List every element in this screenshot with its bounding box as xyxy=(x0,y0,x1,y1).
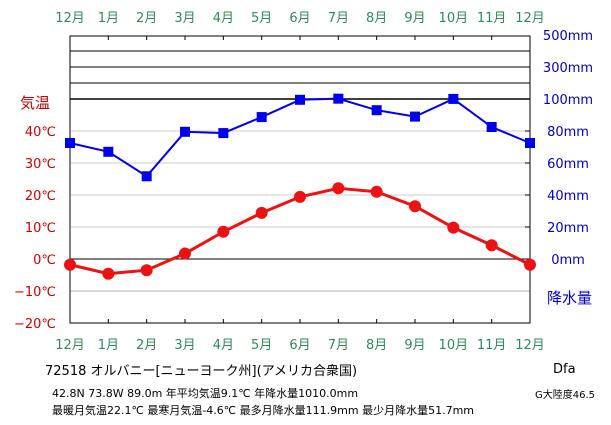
month-label-top: 4月 xyxy=(213,11,234,26)
temperature-point xyxy=(409,200,421,213)
station-extremes: 最暖月気温22.1℃ 最寒月気温-4.6℃ 最多月降水量111.9mm 最少月降… xyxy=(52,404,474,417)
month-label-bottom: 5月 xyxy=(251,338,272,350)
month-label-top: 5月 xyxy=(251,11,272,26)
month-label-top: 11月 xyxy=(477,11,507,26)
month-label-top: 2月 xyxy=(136,11,157,26)
plot-frame xyxy=(69,35,531,324)
temperature-point xyxy=(485,239,498,252)
temperature-tick-label: −10℃ xyxy=(14,285,56,300)
continentality-index: G大陸度46.5 xyxy=(535,390,596,401)
temperature-tick-label: −20℃ xyxy=(14,317,56,332)
month-label-bottom: 7月 xyxy=(328,338,349,350)
month-label-bottom: 1月 xyxy=(98,338,119,350)
koppen-class: Dfa xyxy=(553,362,576,377)
month-label-bottom: 9月 xyxy=(404,338,425,350)
precipitation-point xyxy=(218,128,229,139)
month-label-top: 10月 xyxy=(439,11,469,26)
month-label-bottom: 11月 xyxy=(477,338,507,350)
temperature-tick-label: 10℃ xyxy=(25,221,56,236)
month-label-top: 12月 xyxy=(55,11,85,26)
temperature-axis-ticks: 40℃ 30℃ 20℃ 10℃ 0℃ −10℃ −20℃ xyxy=(14,125,56,332)
temperature-point xyxy=(217,225,230,238)
precipitation-point xyxy=(486,122,497,132)
temperature-tick-label: 30℃ xyxy=(25,157,56,172)
precipitation-point xyxy=(103,146,114,157)
temperature-point xyxy=(294,190,306,203)
precipitation-point xyxy=(295,94,305,105)
temperature-point xyxy=(102,267,115,280)
climate-chart: 12月 1月 2月 3月 4月 5月 6月 7月 8月 9月 10月 11月 12月 12月 1月 2月 3月… xyxy=(14,11,593,350)
month-label-bottom: 12月 xyxy=(515,338,545,350)
temperature-series xyxy=(64,182,536,280)
month-label-top: 1月 xyxy=(98,11,119,26)
month-label-bottom: 2月 xyxy=(136,338,157,350)
temperature-point xyxy=(140,264,153,277)
month-label-top: 12月 xyxy=(515,11,545,26)
temperature-point xyxy=(370,185,383,198)
precipitation-tick-label: 100mm xyxy=(543,93,593,108)
precipitation-tick-label: 60mm xyxy=(547,157,589,172)
precipitation-tick-label: 20mm xyxy=(547,221,589,236)
precipitation-axis-ticks: 500mm 300mm 100mm 80mm 60mm 40mm 20mm 0mm xyxy=(543,29,593,268)
precipitation-tick-label: 500mm xyxy=(543,29,593,44)
month-label-top: 7月 xyxy=(328,11,349,26)
month-label-top: 6月 xyxy=(289,11,310,26)
temperature-point xyxy=(447,221,460,234)
precipitation-point xyxy=(448,93,459,104)
month-label-bottom: 10月 xyxy=(439,338,469,350)
precipitation-tick-label: 40mm xyxy=(547,189,589,204)
precipitation-series xyxy=(65,93,535,182)
top-month-labels: 12月 1月 2月 3月 4月 5月 6月 7月 8月 9月 10月 11月 12月 xyxy=(55,11,545,26)
bottom-month-labels: 12月 1月 2月 3月 4月 5月 6月 7月 8月 9月 10月 11月 12月 xyxy=(55,338,545,350)
precipitation-point xyxy=(525,138,535,148)
month-label-top: 3月 xyxy=(174,11,195,26)
temperature-point xyxy=(179,247,191,260)
precipitation-point xyxy=(141,171,152,182)
station-summary: 42.8N 73.8W 89.0m 年平均気温9.1℃ 年降水量1010.0mm xyxy=(52,387,359,400)
temperature-axis-label: 気温 xyxy=(20,94,50,112)
temperature-point xyxy=(255,206,268,219)
month-label-top: 8月 xyxy=(366,11,387,26)
temperature-tick-label: 0℃ xyxy=(33,253,56,268)
month-label-top: 9月 xyxy=(404,11,425,26)
month-label-bottom: 6月 xyxy=(289,338,310,350)
precipitation-tick-label: 300mm xyxy=(543,61,593,76)
precipitation-point xyxy=(65,138,75,148)
temperature-tick-label: 40℃ xyxy=(25,125,56,140)
month-label-bottom: 12月 xyxy=(55,338,85,350)
temperature-point xyxy=(332,182,345,195)
month-label-bottom: 3月 xyxy=(174,338,195,350)
precipitation-axis-label: 降水量 xyxy=(547,289,592,307)
month-label-bottom: 4月 xyxy=(213,338,234,350)
station-title: 72518 オルバニー[ニューヨーク州](アメリカ合衆国) xyxy=(45,364,358,379)
temperature-point xyxy=(524,258,536,271)
temperature-tick-label: 20℃ xyxy=(25,189,56,204)
precipitation-point xyxy=(256,112,267,123)
month-label-bottom: 8月 xyxy=(366,338,387,350)
precipitation-point xyxy=(371,105,382,116)
precipitation-point xyxy=(333,93,344,104)
chart-grid xyxy=(69,35,531,324)
precipitation-tick-label: 0mm xyxy=(551,253,585,268)
precipitation-point xyxy=(410,111,420,122)
precipitation-point xyxy=(180,126,190,137)
precipitation-line xyxy=(69,97,531,178)
precipitation-tick-label: 80mm xyxy=(547,125,589,140)
temperature-point xyxy=(64,258,76,271)
